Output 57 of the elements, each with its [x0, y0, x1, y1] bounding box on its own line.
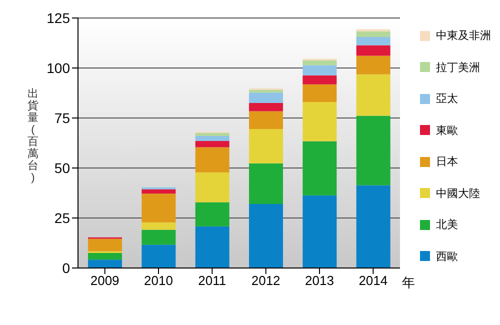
bar [356, 31, 390, 37]
legend-label: 拉丁美洲 [436, 60, 480, 75]
bar [88, 260, 122, 268]
legend-label: 亞太 [436, 92, 458, 106]
bar [356, 116, 390, 186]
y-tick-label: 125 [46, 10, 70, 26]
x-tick-label: 2011 [198, 273, 226, 288]
bar [249, 129, 283, 164]
bar [302, 102, 337, 142]
bar [302, 195, 337, 268]
legend-label: 中東及非洲 [436, 29, 491, 44]
x-tick-label: 2012 [251, 273, 280, 288]
y-tick-label: 100 [46, 60, 70, 76]
bar [249, 163, 283, 204]
legend-label: 西歐 [436, 250, 458, 264]
bar [302, 84, 337, 102]
bar [356, 56, 390, 74]
x-tick-label: 2013 [305, 273, 334, 288]
bar [195, 172, 230, 202]
bar [195, 133, 230, 136]
bar [88, 253, 122, 260]
bar [302, 65, 337, 76]
bar [195, 147, 230, 172]
bar [195, 136, 230, 141]
x-axis-title: 年 [402, 274, 415, 292]
bar [88, 238, 122, 252]
bar [249, 92, 283, 103]
y-tick-label: 0 [62, 260, 70, 276]
bar [249, 111, 283, 129]
bar [195, 202, 230, 226]
bar [356, 185, 390, 268]
bar [302, 141, 337, 196]
legend-label: 東歐 [436, 124, 458, 138]
bar [142, 189, 176, 194]
bar [142, 194, 176, 222]
y-tick-label: 75 [54, 110, 70, 126]
bar [142, 222, 176, 230]
bar [249, 103, 283, 112]
legend-label: 日本 [436, 155, 458, 170]
bar [356, 45, 390, 56]
x-tick-label: 2009 [90, 273, 120, 288]
bar [249, 204, 283, 268]
bar [195, 141, 230, 148]
y-tick-label: 50 [54, 160, 70, 176]
legend-label: 北美 [436, 218, 458, 232]
y-tick-label: 25 [54, 210, 70, 226]
x-tick-label: 2010 [144, 273, 173, 288]
bar [356, 37, 390, 46]
bar [302, 75, 337, 84]
bar [356, 74, 390, 116]
legend-label: 中國大陸 [436, 186, 480, 201]
bar [142, 230, 176, 245]
x-tick-label: 2014 [358, 273, 388, 288]
bar [142, 244, 176, 268]
bar [195, 226, 230, 268]
y-axis-title: 出貨量(百萬台) [26, 88, 40, 184]
bar [302, 60, 337, 66]
